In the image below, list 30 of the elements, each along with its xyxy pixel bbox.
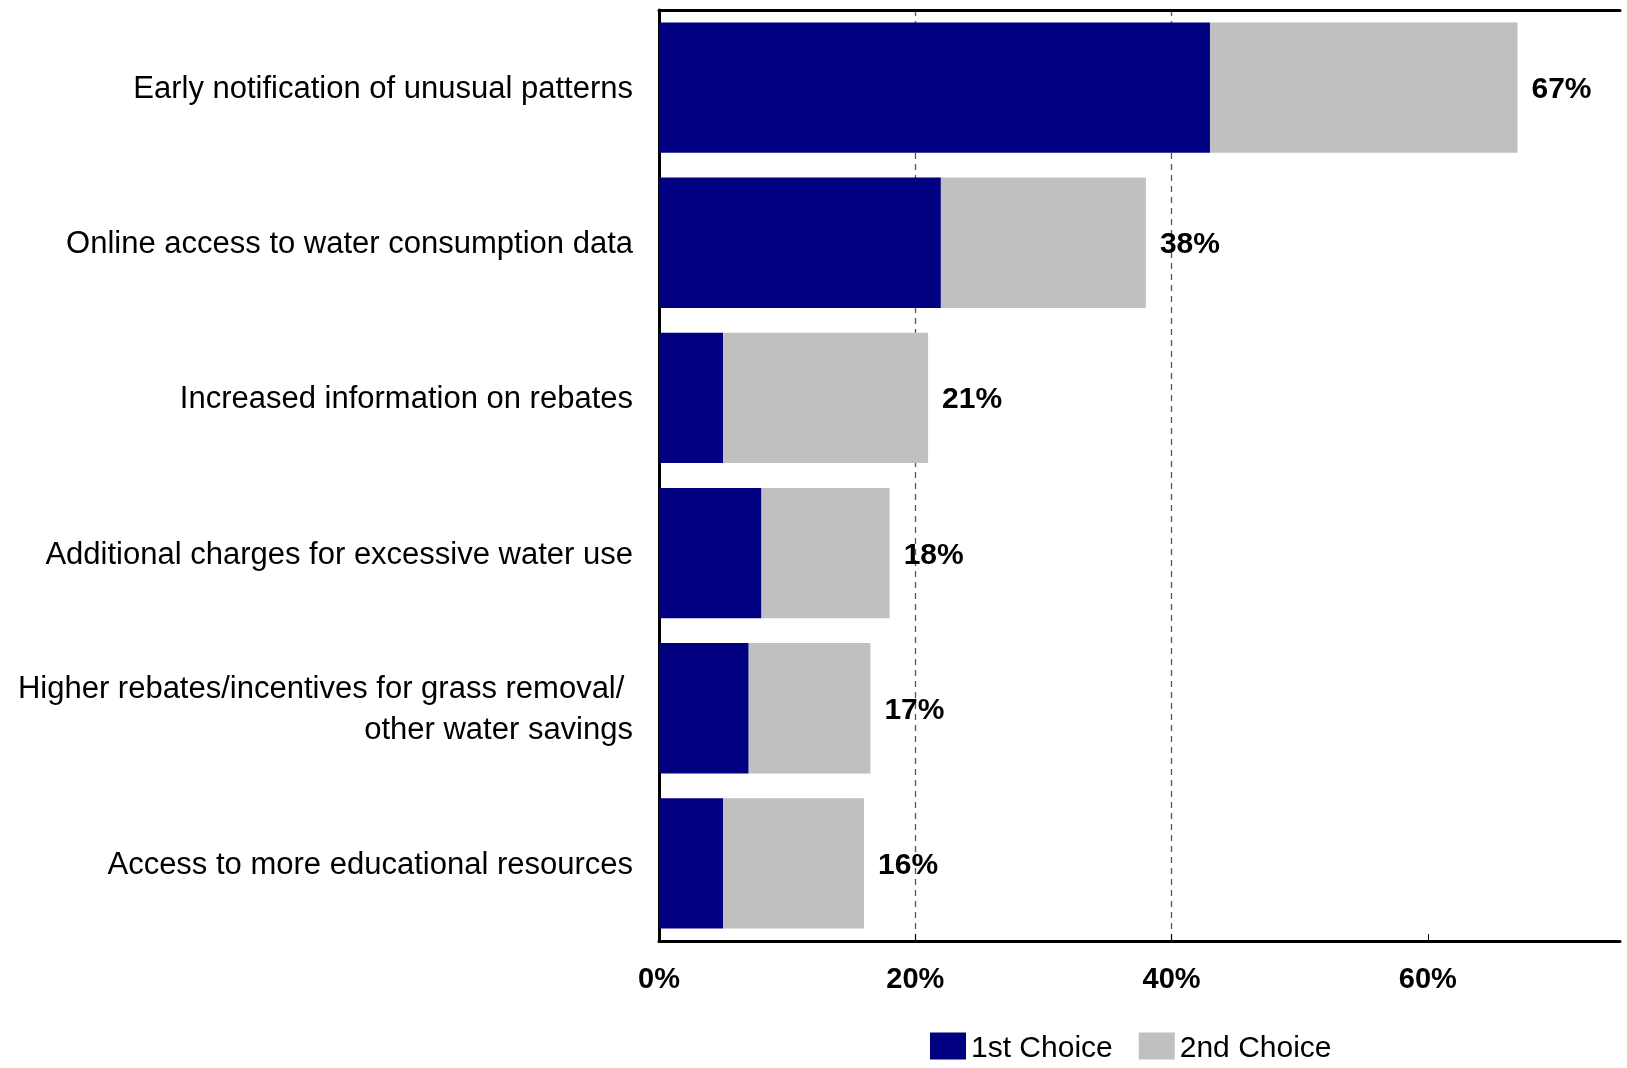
y-tick-label: Additional charges for excessive water use (45, 535, 633, 571)
x-tick-label: 60% (1398, 961, 1458, 994)
total-label: 21% (942, 381, 1003, 415)
bar (659, 22, 1210, 153)
x-tick-label: 40% (1142, 961, 1201, 994)
y-tick-label: Access to more educational resources (107, 845, 633, 881)
bar (659, 487, 762, 619)
bar (659, 643, 749, 774)
y-tick-label: Early notification of unusual patterns (133, 70, 633, 106)
total-label: 38% (1159, 226, 1220, 260)
bar (659, 177, 941, 308)
x-tick-label: 0% (638, 961, 681, 994)
bar (723, 798, 865, 929)
total-label: 17% (884, 691, 945, 725)
y-tick-label: Higher rebates/incentives for grass removal/ other water savings (17, 670, 633, 747)
total-label: 67% (1531, 71, 1592, 105)
total-label: 16% (878, 846, 939, 880)
legend-label: 1st Choice (971, 1029, 1113, 1063)
y-tick-label: Increased information on rebates (179, 380, 633, 416)
bar (761, 487, 890, 619)
bar (1209, 22, 1518, 153)
bar (659, 332, 724, 464)
bar (940, 177, 1146, 308)
bar (723, 332, 929, 464)
bar (748, 643, 871, 774)
y-tick-label: Online access to water consumption data (66, 225, 634, 261)
x-tick-label: 20% (886, 961, 945, 994)
bar (659, 798, 724, 929)
total-label: 18% (903, 536, 964, 570)
legend-label: 2nd Choice (1179, 1029, 1332, 1063)
